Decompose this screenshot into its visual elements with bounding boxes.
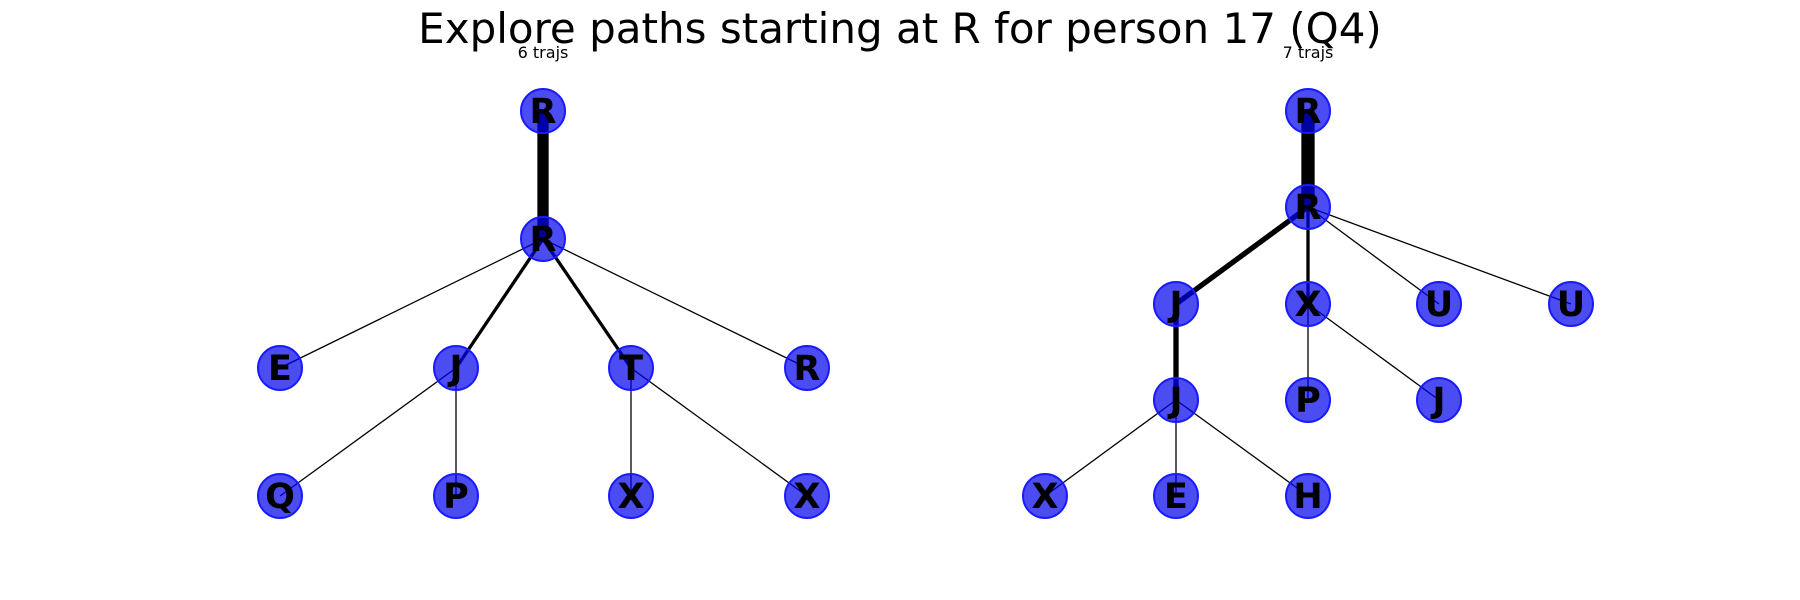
node-b10: E xyxy=(1153,473,1199,519)
node-circle xyxy=(1416,377,1462,423)
edge-a1-a5 xyxy=(542,238,808,369)
node-b1: R xyxy=(1285,184,1331,230)
node-circle xyxy=(1285,281,1331,327)
node-label: R xyxy=(1295,188,1322,228)
node-b6: J xyxy=(1153,377,1199,423)
node-circle xyxy=(520,88,566,134)
node-label: R xyxy=(530,220,557,260)
tree-1: 6 trajs R R E J T R Q P X X xyxy=(257,43,830,519)
tree-2-subtitle: 7 trajs xyxy=(1283,43,1334,62)
node-label: R xyxy=(794,349,821,389)
node-b0: R xyxy=(1285,88,1331,134)
node-label: U xyxy=(1425,285,1453,325)
node-b9: X xyxy=(1022,473,1068,519)
edge-b1-b2 xyxy=(1174,204,1310,307)
node-label: H xyxy=(1293,477,1322,517)
node-b8: J xyxy=(1416,377,1462,423)
node-label: X xyxy=(794,477,821,517)
node-label: P xyxy=(1295,381,1321,421)
node-circle xyxy=(784,473,830,519)
node-a9: X xyxy=(784,473,830,519)
node-b7: P xyxy=(1285,377,1331,423)
node-a3: J xyxy=(433,345,479,391)
node-label: J xyxy=(1167,285,1182,325)
node-b2: J xyxy=(1153,281,1199,327)
node-circle xyxy=(520,216,566,262)
node-b5: U xyxy=(1548,281,1594,327)
node-label: P xyxy=(443,477,469,517)
node-a8: X xyxy=(608,473,654,519)
node-circle xyxy=(1285,184,1331,230)
node-b11: H xyxy=(1285,473,1331,519)
node-circle xyxy=(608,473,654,519)
node-a2: E xyxy=(257,345,303,391)
tree-1-subtitle: 6 trajs xyxy=(518,43,569,62)
node-circle xyxy=(1548,281,1594,327)
edge-b1-b4 xyxy=(1307,206,1440,305)
node-a1: R xyxy=(520,216,566,262)
edge-a4-a9 xyxy=(630,367,808,497)
node-circle xyxy=(1285,88,1331,134)
node-circle xyxy=(608,345,654,391)
node-label: X xyxy=(618,477,645,517)
edge-a3-a6 xyxy=(279,367,457,497)
node-label: T xyxy=(619,349,643,389)
node-circle xyxy=(1153,377,1199,423)
edge-a1-a3 xyxy=(454,238,545,369)
node-b3: X xyxy=(1285,281,1331,327)
node-circle xyxy=(257,345,303,391)
node-label: J xyxy=(1430,381,1445,421)
node-circle xyxy=(1022,473,1068,519)
node-label: R xyxy=(530,92,557,132)
node-label: J xyxy=(447,349,462,389)
edge-b3-b8 xyxy=(1307,303,1440,401)
node-circle xyxy=(1416,281,1462,327)
node-a0: R xyxy=(520,88,566,134)
node-circle xyxy=(257,473,303,519)
tree-2: 7 trajs R R J X U U J P J X E H xyxy=(1022,43,1594,519)
node-circle xyxy=(1153,473,1199,519)
node-label: J xyxy=(1167,381,1182,421)
figure-title: Explore paths starting at R for person 1… xyxy=(418,4,1382,53)
node-label: R xyxy=(1295,92,1322,132)
node-label: X xyxy=(1032,477,1059,517)
edge-a1-a4 xyxy=(541,238,633,369)
edge-b6-b9 xyxy=(1044,399,1177,497)
node-label: X xyxy=(1295,285,1322,325)
node-b4: U xyxy=(1416,281,1462,327)
node-label: E xyxy=(268,349,292,389)
node-circle xyxy=(1285,377,1331,423)
node-label: U xyxy=(1557,285,1585,325)
edge-b6-b11 xyxy=(1175,399,1309,497)
node-circle xyxy=(784,345,830,391)
node-a5: R xyxy=(784,345,830,391)
node-a6: Q xyxy=(257,473,303,519)
edge-b1-b5 xyxy=(1307,206,1572,305)
node-circle xyxy=(1285,473,1331,519)
node-a7: P xyxy=(433,473,479,519)
node-label: Q xyxy=(265,477,295,517)
node-label: E xyxy=(1164,477,1188,517)
node-circle xyxy=(433,345,479,391)
node-circle xyxy=(433,473,479,519)
node-a4: T xyxy=(608,345,654,391)
node-circle xyxy=(1153,281,1199,327)
edge-a1-a2 xyxy=(279,238,544,369)
